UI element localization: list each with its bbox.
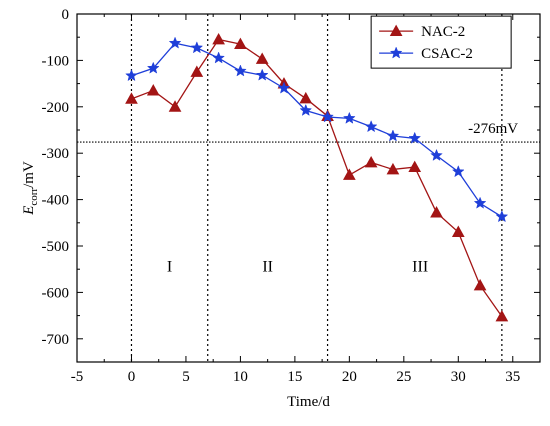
y-axis-title: Ecorr/mV — [21, 161, 40, 216]
data-point-csac-2 — [125, 69, 138, 82]
data-point-csac-2 — [168, 36, 182, 49]
data-point-nac-2 — [430, 206, 443, 218]
x-tick-label: 10 — [233, 369, 248, 385]
legend: NAC-2 CSAC-2 — [370, 15, 512, 69]
data-point-nac-2 — [386, 162, 400, 175]
data-point-nac-2 — [495, 309, 509, 322]
data-point-nac-2 — [146, 84, 160, 96]
data-point-csac-2 — [190, 41, 204, 54]
legend-marker — [389, 24, 403, 37]
data-point-csac-2 — [299, 103, 313, 116]
y-tick-label: -700 — [42, 332, 70, 348]
x-tick-label: 0 — [128, 369, 136, 385]
data-point-nac-2 — [364, 155, 378, 168]
data-point-nac-2 — [168, 100, 182, 112]
x-tick-label: 25 — [396, 369, 411, 385]
x-tick-label: 5 — [182, 369, 190, 385]
data-point-csac-2 — [212, 51, 225, 64]
plot-area: -5 0 5 10 15 20 25 30 35 0 -100 -200 -300 -400 -500 -60… — [21, 7, 541, 410]
x-tick-label: 15 — [287, 369, 302, 385]
y-tick-label: -300 — [42, 146, 70, 162]
reference-line-label: -276mV — [468, 121, 518, 137]
data-point-csac-2 — [473, 196, 487, 209]
data-point-nac-2 — [343, 168, 356, 180]
series-line-nac-2 — [131, 38, 503, 317]
data-point-csac-2 — [430, 148, 443, 161]
plot-frame — [76, 13, 541, 363]
data-point-nac-2 — [255, 52, 269, 64]
series-line-csac-2 — [131, 42, 503, 218]
stage-label: III — [412, 259, 428, 276]
data-point-csac-2 — [364, 120, 378, 133]
legend-box — [370, 15, 512, 69]
data-point-csac-2 — [386, 129, 400, 142]
y-tick-label: -200 — [42, 100, 70, 116]
y-tick-label: 0 — [62, 7, 70, 23]
data-point-nac-2 — [125, 92, 138, 104]
x-tick-label: 35 — [505, 369, 520, 385]
data-point-nac-2 — [299, 91, 313, 104]
data-point-csac-2 — [255, 68, 269, 81]
data-point-nac-2 — [408, 160, 422, 173]
data-point-nac-2 — [190, 65, 204, 77]
legend-marker — [389, 46, 403, 59]
x-axis-title: Time/d — [287, 394, 330, 410]
data-point-csac-2 — [234, 64, 247, 77]
data-point-nac-2 — [212, 32, 225, 45]
data-point-csac-2 — [321, 110, 334, 123]
stage-label: II — [262, 259, 273, 276]
data-point-nac-2 — [234, 37, 247, 50]
legend-label: NAC-2 — [421, 24, 465, 40]
data-point-nac-2 — [473, 278, 487, 291]
legend-label: CSAC-2 — [421, 46, 473, 62]
y-tick-label: -600 — [42, 285, 70, 301]
x-tick-label: 20 — [342, 369, 357, 385]
data-point-csac-2 — [451, 165, 465, 178]
x-tick-label: -5 — [71, 369, 84, 385]
data-point-nac-2 — [451, 225, 465, 237]
x-tick-label: 30 — [451, 369, 466, 385]
y-tick-label: -100 — [42, 53, 70, 69]
y-tick-label: -500 — [42, 239, 70, 255]
stage-label: I — [167, 259, 172, 276]
y-tick-label: -400 — [42, 193, 70, 209]
data-point-csac-2 — [146, 61, 160, 74]
data-point-csac-2 — [277, 81, 291, 94]
data-point-csac-2 — [342, 111, 356, 124]
data-point-csac-2 — [408, 131, 422, 144]
data-point-csac-2 — [495, 210, 509, 223]
